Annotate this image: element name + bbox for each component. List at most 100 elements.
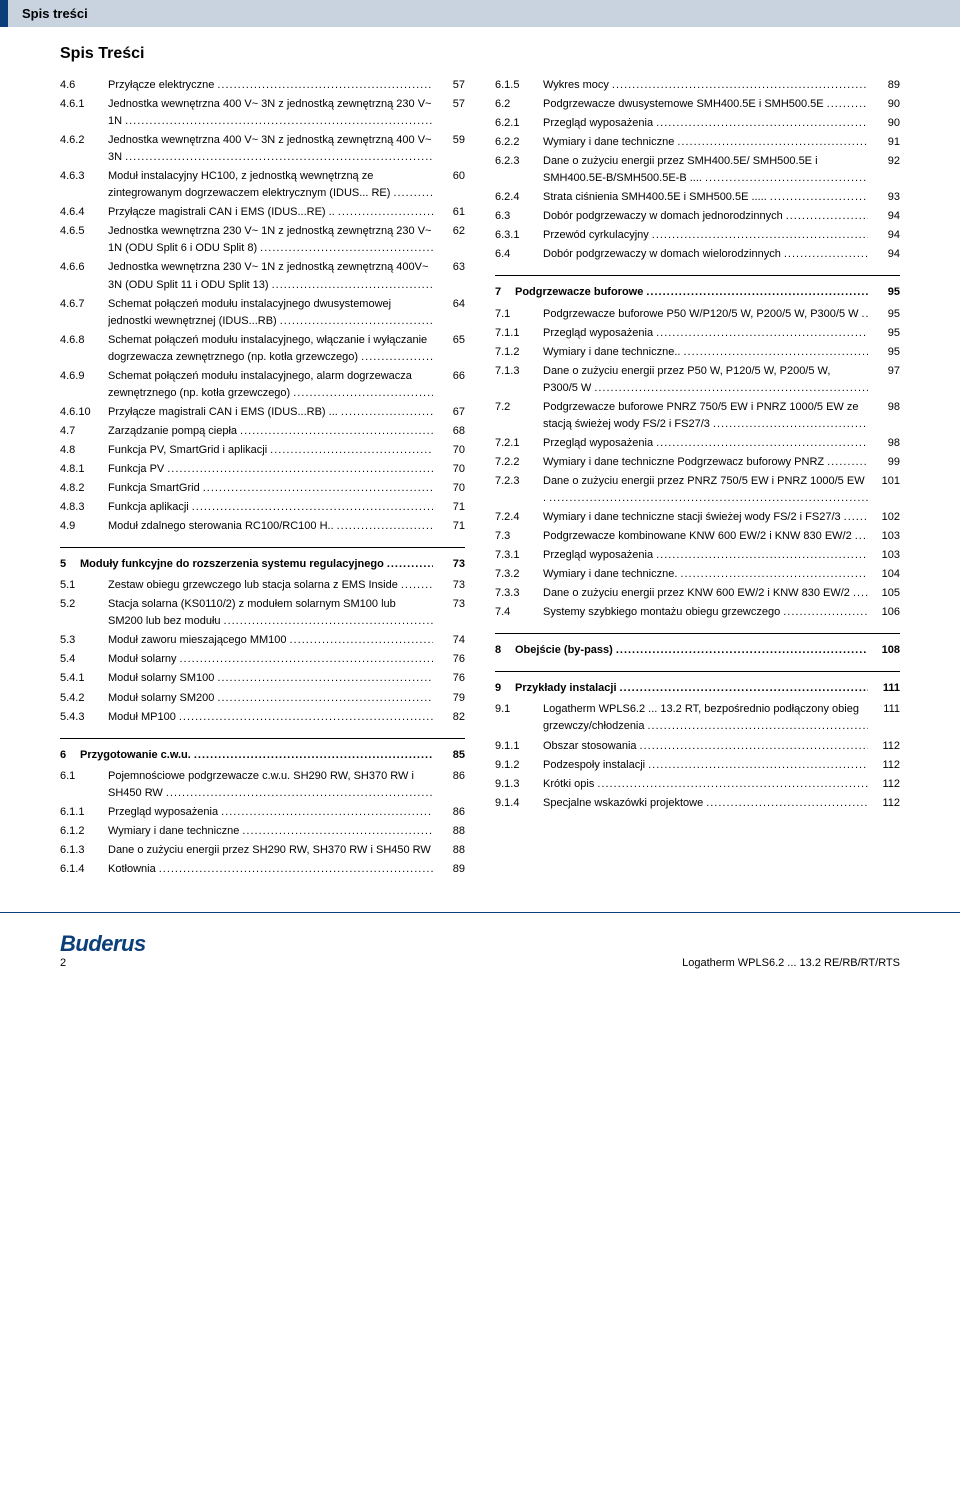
toc-page: 93 bbox=[868, 189, 900, 206]
toc-text: Krótki opis bbox=[543, 776, 868, 793]
toc-num: 4.6.2 bbox=[60, 132, 108, 149]
toc-num: 5.4.1 bbox=[60, 670, 108, 687]
toc-num: 4.8.1 bbox=[60, 461, 108, 478]
toc-page: 92 bbox=[868, 153, 900, 170]
toc-num: 6.1.5 bbox=[495, 77, 543, 94]
toc-page: 90 bbox=[868, 96, 900, 113]
toc-text: Przyłącze magistrali CAN i EMS (IDUS...R… bbox=[108, 204, 433, 221]
toc-page: 112 bbox=[868, 776, 900, 793]
toc-row: 5.4.2Moduł solarny SM20079 bbox=[60, 690, 465, 707]
toc-text: Schemat połączeń modułu instalacyjnego d… bbox=[108, 296, 433, 330]
toc-text: Jednostka wewnętrzna 230 V~ 1N z jednost… bbox=[108, 223, 433, 257]
toc-num: 9.1.4 bbox=[495, 795, 543, 812]
toc-num: 6.2.2 bbox=[495, 134, 543, 151]
toc-row: 6.1.2Wymiary i dane techniczne88 bbox=[60, 823, 465, 840]
toc-row: 7.1.2Wymiary i dane techniczne..95 bbox=[495, 344, 900, 361]
toc-num: 9 bbox=[495, 680, 515, 697]
toc-num: 7.3 bbox=[495, 528, 543, 545]
toc-text: Pojemnościowe podgrzewacze c.w.u. SH290 … bbox=[108, 768, 433, 802]
toc-num: 7.3.1 bbox=[495, 547, 543, 564]
toc-page: 89 bbox=[433, 861, 465, 878]
toc-row: 5.2Stacja solarna (KS0110/2) z modułem s… bbox=[60, 596, 465, 630]
toc-page: 97 bbox=[868, 363, 900, 380]
toc-text: Podgrzewacze buforowe P50 W/P120/5 W, P2… bbox=[543, 306, 868, 323]
toc-page: 76 bbox=[433, 670, 465, 687]
toc-num: 7.1.2 bbox=[495, 344, 543, 361]
toc-num: 4.6.7 bbox=[60, 296, 108, 313]
toc-num: 6.2.1 bbox=[495, 115, 543, 132]
toc-num: 5.3 bbox=[60, 632, 108, 649]
toc-text: Logatherm WPLS6.2 ... 13.2 RT, bezpośred… bbox=[543, 701, 868, 735]
toc-num: 9.1 bbox=[495, 701, 543, 718]
toc-text: Moduł zdalnego sterowania RC100/RC100 H.… bbox=[108, 518, 433, 535]
toc-page: 82 bbox=[433, 709, 465, 726]
toc-num: 6.2.3 bbox=[495, 153, 543, 170]
toc-page: 73 bbox=[433, 596, 465, 613]
toc-row: 7.2.3Dane o zużyciu energii przez PNRZ 7… bbox=[495, 473, 900, 507]
toc-num: 4.6 bbox=[60, 77, 108, 94]
toc-num: 9.1.2 bbox=[495, 757, 543, 774]
toc-text: Moduł solarny bbox=[108, 651, 433, 668]
footer: Buderus 2 Logatherm WPLS6.2 ... 13.2 RE/… bbox=[0, 912, 960, 985]
toc-page: 94 bbox=[868, 208, 900, 225]
header-bar: Spis treści bbox=[0, 0, 960, 27]
toc-text: Podgrzewacze buforowe bbox=[515, 284, 868, 301]
toc-page: 76 bbox=[433, 651, 465, 668]
toc-page: 112 bbox=[868, 795, 900, 812]
toc-num: 7.2.1 bbox=[495, 435, 543, 452]
footer-right: Logatherm WPLS6.2 ... 13.2 RE/RB/RT/RTS bbox=[682, 957, 900, 969]
toc-num: 6.2 bbox=[495, 96, 543, 113]
toc-page: 79 bbox=[433, 690, 465, 707]
toc-text: Systemy szybkiego montażu obiegu grzewcz… bbox=[543, 604, 868, 621]
toc-section-8: 8 Obejście (by-pass) 108 bbox=[495, 633, 900, 659]
toc-page: 67 bbox=[433, 404, 465, 421]
toc-row: 9.1.3Krótki opis112 bbox=[495, 776, 900, 793]
toc-page: 102 bbox=[868, 509, 900, 526]
toc-row: 5.4Moduł solarny76 bbox=[60, 651, 465, 668]
toc-num: 6.1.3 bbox=[60, 842, 108, 859]
toc-row: 7.1.3Dane o zużyciu energii przez P50 W,… bbox=[495, 363, 900, 397]
toc-row: 6.1Pojemnościowe podgrzewacze c.w.u. SH2… bbox=[60, 768, 465, 802]
toc-page: 68 bbox=[433, 423, 465, 440]
toc-row: 6.2Podgrzewacze dwusystemowe SMH400.5E i… bbox=[495, 96, 900, 113]
toc-page: 94 bbox=[868, 227, 900, 244]
toc-text: Dobór podgrzewaczy w domach jednorodzinn… bbox=[543, 208, 868, 225]
toc-row: 4.6.9Schemat połączeń modułu instalacyjn… bbox=[60, 368, 465, 402]
toc-page: 62 bbox=[433, 223, 465, 240]
toc-num: 6.1.4 bbox=[60, 861, 108, 878]
toc-text: Dane o zużyciu energii przez PNRZ 750/5 … bbox=[543, 473, 868, 507]
toc-page: 108 bbox=[868, 642, 900, 659]
toc-page: 71 bbox=[433, 518, 465, 535]
toc-row: 4.6.8Schemat połączeń modułu instalacyjn… bbox=[60, 332, 465, 366]
toc-row: 7.4Systemy szybkiego montażu obiegu grze… bbox=[495, 604, 900, 621]
toc-num: 5.2 bbox=[60, 596, 108, 613]
toc-row: 4.9Moduł zdalnego sterowania RC100/RC100… bbox=[60, 518, 465, 535]
toc-num: 6.3.1 bbox=[495, 227, 543, 244]
toc-text: Przyłącze elektryczne bbox=[108, 77, 433, 94]
toc-row: 7.1Podgrzewacze buforowe P50 W/P120/5 W,… bbox=[495, 306, 900, 323]
page-number: 2 bbox=[60, 957, 146, 969]
toc-num: 6.4 bbox=[495, 246, 543, 263]
toc-text: Przegląd wyposażenia bbox=[543, 547, 868, 564]
toc-text: Jednostka wewnętrzna 400 V~ 3N z jednost… bbox=[108, 96, 433, 130]
toc-text: Przegląd wyposażenia bbox=[543, 115, 868, 132]
toc-row: 4.7Zarządzanie pompą ciepła68 bbox=[60, 423, 465, 440]
toc-row: 6.3.1Przewód cyrkulacyjny94 bbox=[495, 227, 900, 244]
toc-page: 111 bbox=[868, 680, 900, 697]
toc-row: 9.1Logatherm WPLS6.2 ... 13.2 RT, bezpoś… bbox=[495, 701, 900, 735]
toc-page: 90 bbox=[868, 115, 900, 132]
toc-text: Moduły funkcyjne do rozszerzenia systemu… bbox=[80, 556, 433, 573]
toc-text: Przegląd wyposażenia bbox=[543, 435, 868, 452]
toc-section-5: 5 Moduły funkcyjne do rozszerzenia syste… bbox=[60, 547, 465, 573]
toc-page: 70 bbox=[433, 461, 465, 478]
toc-text: Zarządzanie pompą ciepła bbox=[108, 423, 433, 440]
toc-text: Dane o zużyciu energii przez KNW 600 EW/… bbox=[543, 585, 868, 602]
toc-num: 5.4 bbox=[60, 651, 108, 668]
toc-row: 4.6.1Jednostka wewnętrzna 400 V~ 3N z je… bbox=[60, 96, 465, 130]
toc-text: Moduł solarny SM100 bbox=[108, 670, 433, 687]
toc-row: 4.6.7Schemat połączeń modułu instalacyjn… bbox=[60, 296, 465, 330]
toc-num: 6.1.1 bbox=[60, 804, 108, 821]
toc-page: 70 bbox=[433, 442, 465, 459]
toc-num: 7.2 bbox=[495, 399, 543, 416]
toc-text: Schemat połączeń modułu instalacyjnego, … bbox=[108, 332, 433, 366]
